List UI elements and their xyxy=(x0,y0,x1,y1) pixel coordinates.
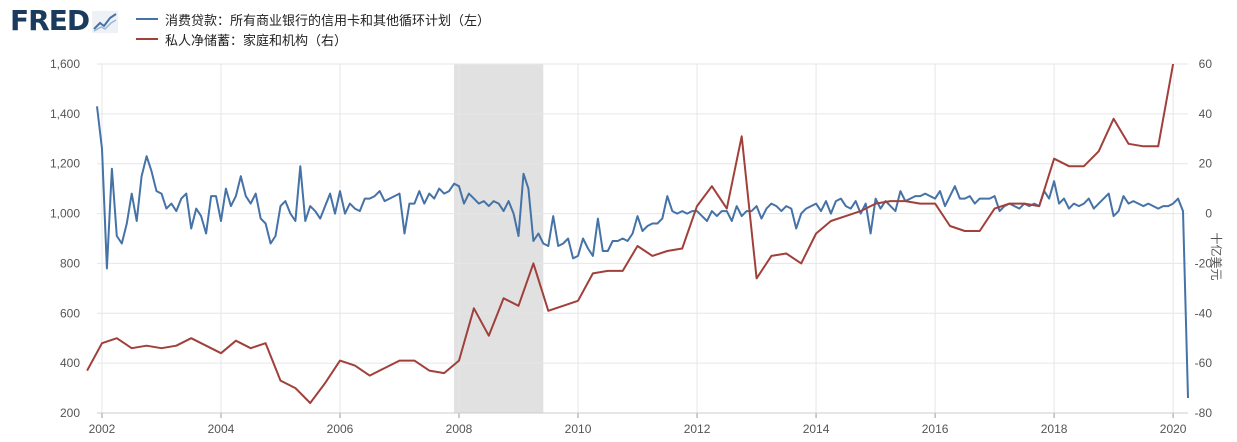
series-line-private-net-saving xyxy=(86,63,1175,404)
y-left-tick-label: 800 xyxy=(60,256,80,270)
y-right-tick-label: 40 xyxy=(1199,107,1213,121)
y-right-tick-label: -40 xyxy=(1195,306,1213,320)
y-left-tick-label: 400 xyxy=(60,356,80,370)
x-tick-label: 2002 xyxy=(89,422,116,436)
x-tick-label: 2014 xyxy=(803,422,830,436)
plot-area xyxy=(97,64,1188,413)
chart-header: FRED 消费贷款：所有商业银行的信用卡和其他循环计划（左） 私人净储蓄：家庭和… xyxy=(0,0,1237,58)
y-right-tick-label: -20 xyxy=(1195,256,1213,270)
legend-swatch-red xyxy=(136,38,158,40)
y-left-tick-label: 1,400 xyxy=(50,107,80,121)
y-left-tick-label: 1,000 xyxy=(50,207,80,221)
y-right-tick-label: -80 xyxy=(1195,406,1213,420)
x-tick-label: 2016 xyxy=(922,422,949,436)
x-tick-label: 2006 xyxy=(327,422,354,436)
y-left-tick-label: 200 xyxy=(60,406,80,420)
recession-band xyxy=(454,64,544,413)
y-left-tick-label: 1,200 xyxy=(50,157,80,171)
trend-line-icon xyxy=(92,11,119,33)
chart-legend: 消费贷款：所有商业银行的信用卡和其他循环计划（左） 私人净储蓄：家庭和机构（右） xyxy=(136,9,490,49)
x-tick-label: 2008 xyxy=(446,422,473,436)
legend-label: 私人净储蓄：家庭和机构（右） xyxy=(165,33,348,49)
legend-entry-credit-card-loans[interactable]: 消费贷款：所有商业银行的信用卡和其他循环计划（左） xyxy=(136,9,490,29)
fred-logo-text: FRED xyxy=(10,4,90,37)
y-right-tick-label: -60 xyxy=(1195,356,1213,370)
x-tick-label: 2020 xyxy=(1160,422,1187,436)
legend-label: 消费贷款：所有商业银行的信用卡和其他循环计划（左） xyxy=(165,13,491,29)
legend-entry-private-net-saving[interactable]: 私人净储蓄：家庭和机构（右） xyxy=(136,29,490,49)
y-right-tick-label: 0 xyxy=(1205,207,1212,221)
fred-logo[interactable]: FRED xyxy=(10,4,119,37)
y-left-tick-label: 1,600 xyxy=(50,57,80,71)
y-right-axis-title: 十亿美元 xyxy=(1209,232,1224,280)
x-tick-label: 2004 xyxy=(208,422,235,436)
x-tick-label: 2010 xyxy=(565,422,592,436)
x-tick-label: 2018 xyxy=(1041,422,1068,436)
x-tick-label: 2012 xyxy=(684,422,711,436)
legend-swatch-blue xyxy=(136,18,158,20)
y-right-tick-label: 20 xyxy=(1199,157,1213,171)
y-right-tick-label: 60 xyxy=(1199,57,1213,71)
y-left-tick-label: 600 xyxy=(60,306,80,320)
